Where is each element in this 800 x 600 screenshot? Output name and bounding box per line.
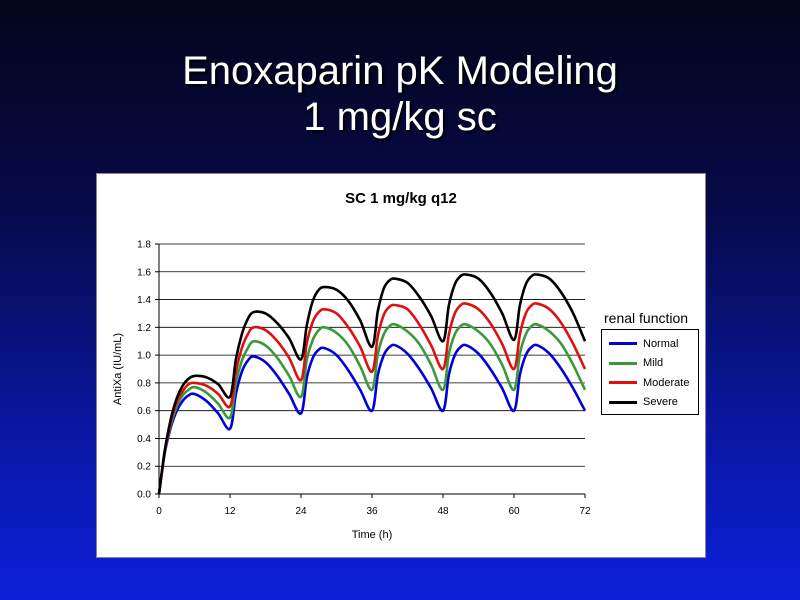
legend-item-moderate: Moderate (602, 373, 698, 393)
y-tick-label: 0.6 (137, 406, 151, 417)
line-chart: SC 1 mg/kg q12 0.0 0.2 0.4 0.6 0.8 1.0 1.2 1.4 1.… (112, 190, 591, 541)
slide-title: Enoxaparin pK Modeling 1 mg/kg sc (0, 48, 800, 140)
legend-swatch (609, 381, 637, 385)
y-tick-label: 1.0 (137, 351, 151, 362)
y-axis-label: AntiXa (IU/mL) (112, 333, 124, 405)
series-line-normal (157, 343, 587, 495)
legend-title: renal function (604, 310, 689, 326)
chart-area: SC 1 mg/kg q12 0.0 0.2 0.4 0.6 0.8 1.0 1.2 1.4 1.… (96, 173, 706, 558)
chart-legend: renal function Normal Mild Moderate Severe (601, 310, 699, 415)
x-axis-label: Time (h) (352, 529, 393, 541)
series-line-moderate (157, 302, 587, 495)
x-tick-label: 24 (295, 506, 307, 517)
series-line-mild (157, 322, 587, 495)
slide-title-line-1: Enoxaparin pK Modeling (182, 49, 618, 93)
legend-swatch (609, 342, 637, 346)
y-tick-label: 0.0 (137, 490, 151, 501)
chart-title: SC 1 mg/kg q12 (345, 190, 457, 207)
legend-item-normal: Normal (602, 334, 698, 354)
y-tick-label: 1.2 (137, 323, 151, 334)
y-tick-label: 0.2 (137, 462, 151, 473)
legend-label: Mild (643, 357, 664, 370)
y-tick-label: 0.4 (137, 434, 151, 445)
x-tick-label: 0 (156, 506, 162, 517)
x-tick-label: 36 (366, 506, 378, 517)
legend-item-mild: Mild (602, 354, 698, 374)
y-tick-label: 1.8 (137, 240, 151, 251)
legend-label: Normal (643, 337, 679, 350)
x-tick-label: 48 (437, 506, 449, 517)
legend-item-severe: Severe (602, 393, 698, 413)
y-tick-label: 0.8 (137, 378, 151, 389)
y-tick-label: 1.6 (137, 267, 151, 278)
y-tick-label: 1.4 (137, 295, 151, 306)
legend-swatch (609, 400, 637, 404)
x-tick-label: 72 (579, 506, 591, 517)
x-tick-label: 12 (224, 506, 236, 517)
slide-title-line-2: 1 mg/kg sc (303, 95, 497, 139)
legend-label: Moderate (643, 376, 690, 389)
series-line-severe (157, 273, 587, 495)
x-tick-label: 60 (508, 506, 520, 517)
legend-box: Normal Mild Moderate Severe (601, 329, 699, 415)
legend-label: Severe (643, 396, 678, 409)
legend-swatch (609, 361, 637, 365)
